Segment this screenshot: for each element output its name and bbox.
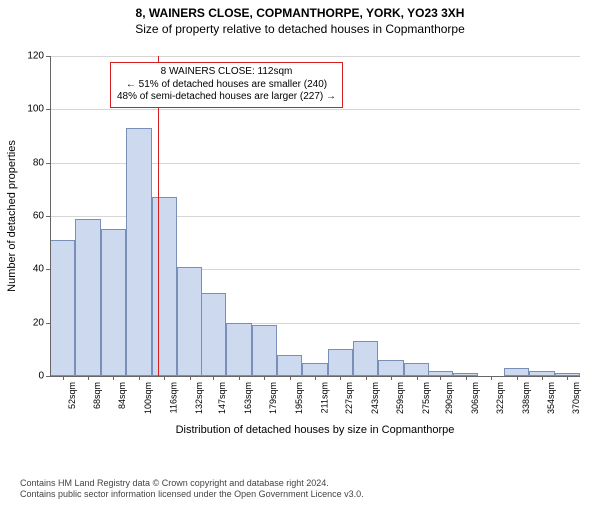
x-tick-label: 52sqm (67, 382, 77, 409)
footer-line-2: Contains public sector information licen… (20, 489, 364, 500)
x-tick-label: 354sqm (546, 382, 556, 414)
histogram-bar (504, 368, 529, 376)
x-tick-label: 163sqm (243, 382, 253, 414)
annotation-line: 48% of semi-detached houses are larger (… (117, 91, 336, 104)
x-tick-mark (466, 376, 467, 380)
plot-area: 8 WAINERS CLOSE: 112sqm← 51% of detached… (50, 56, 580, 376)
x-tick-label: 211sqm (319, 382, 329, 413)
annotation-box: 8 WAINERS CLOSE: 112sqm← 51% of detached… (110, 62, 343, 108)
annotation-line: 8 WAINERS CLOSE: 112sqm (117, 66, 336, 79)
y-tick-label: 80 (33, 157, 44, 168)
y-tick-label: 0 (38, 371, 44, 382)
y-tick-label: 20 (33, 317, 44, 328)
x-axis-label: Distribution of detached houses by size … (50, 424, 580, 436)
histogram-bar (201, 293, 226, 376)
y-tick-label: 60 (33, 211, 44, 222)
x-tick-mark (113, 376, 114, 380)
x-tick-mark (315, 376, 316, 380)
x-tick-label: 338sqm (521, 382, 531, 414)
x-tick-mark (264, 376, 265, 380)
y-tick-label: 120 (27, 51, 44, 62)
footer-attribution: Contains HM Land Registry data © Crown c… (20, 478, 364, 500)
annotation-line: ← 51% of detached houses are smaller (24… (117, 79, 336, 92)
x-tick-label: 259sqm (395, 382, 405, 414)
chart-title-main: 8, WAINERS CLOSE, COPMANTHORPE, YORK, YO… (0, 6, 600, 20)
histogram-bar (75, 219, 100, 376)
x-tick-label: 132sqm (194, 382, 204, 414)
chart-container: 8 WAINERS CLOSE: 112sqm← 51% of detached… (0, 46, 600, 446)
y-tick-mark (46, 109, 50, 110)
x-tick-mark (190, 376, 191, 380)
x-tick-mark (340, 376, 341, 380)
y-tick-mark (46, 323, 50, 324)
histogram-bar (353, 341, 378, 376)
x-tick-mark (542, 376, 543, 380)
histogram-bar (126, 128, 151, 376)
y-axis-line (50, 56, 51, 376)
x-tick-label: 370sqm (571, 382, 581, 414)
x-tick-mark (164, 376, 165, 380)
histogram-bar (152, 197, 177, 376)
y-tick-mark (46, 56, 50, 57)
y-tick-mark (46, 216, 50, 217)
histogram-bar (252, 325, 277, 376)
x-tick-mark (290, 376, 291, 380)
x-tick-label: 195sqm (294, 382, 304, 414)
x-tick-mark (88, 376, 89, 380)
x-tick-label: 179sqm (268, 382, 278, 414)
histogram-bar (177, 267, 202, 376)
x-tick-mark (139, 376, 140, 380)
x-tick-label: 100sqm (143, 382, 153, 414)
y-tick-mark (46, 163, 50, 164)
x-tick-label: 147sqm (217, 382, 227, 414)
x-tick-label: 306sqm (470, 382, 480, 414)
histogram-bar (277, 355, 302, 376)
x-tick-label: 227sqm (344, 382, 354, 414)
histogram-bar (378, 360, 403, 376)
x-tick-mark (239, 376, 240, 380)
histogram-bar (404, 363, 429, 376)
x-tick-label: 84sqm (117, 382, 127, 409)
x-tick-mark (440, 376, 441, 380)
y-axis-label: Number of detached properties (6, 140, 18, 292)
histogram-bar (50, 240, 75, 376)
grid-line (50, 109, 580, 110)
x-tick-label: 275sqm (421, 382, 431, 414)
footer-line-1: Contains HM Land Registry data © Crown c… (20, 478, 364, 489)
x-tick-mark (366, 376, 367, 380)
histogram-bar (226, 323, 251, 376)
histogram-bar (302, 363, 327, 376)
histogram-bar (101, 229, 126, 376)
x-tick-label: 243sqm (370, 382, 380, 414)
y-tick-mark (46, 269, 50, 270)
x-tick-mark (63, 376, 64, 380)
x-tick-mark (213, 376, 214, 380)
chart-title-sub: Size of property relative to detached ho… (0, 22, 600, 36)
x-tick-label: 116sqm (168, 382, 178, 413)
x-tick-label: 68sqm (92, 382, 102, 409)
grid-line (50, 56, 580, 57)
histogram-bar (328, 349, 353, 376)
x-tick-mark (417, 376, 418, 380)
x-tick-mark (491, 376, 492, 380)
y-tick-label: 40 (33, 264, 44, 275)
x-tick-label: 290sqm (444, 382, 454, 414)
x-tick-mark (517, 376, 518, 380)
x-tick-mark (567, 376, 568, 380)
x-tick-label: 322sqm (495, 382, 505, 414)
x-axis: Distribution of detached houses by size … (50, 376, 580, 436)
y-tick-label: 100 (27, 104, 44, 115)
x-tick-mark (391, 376, 392, 380)
